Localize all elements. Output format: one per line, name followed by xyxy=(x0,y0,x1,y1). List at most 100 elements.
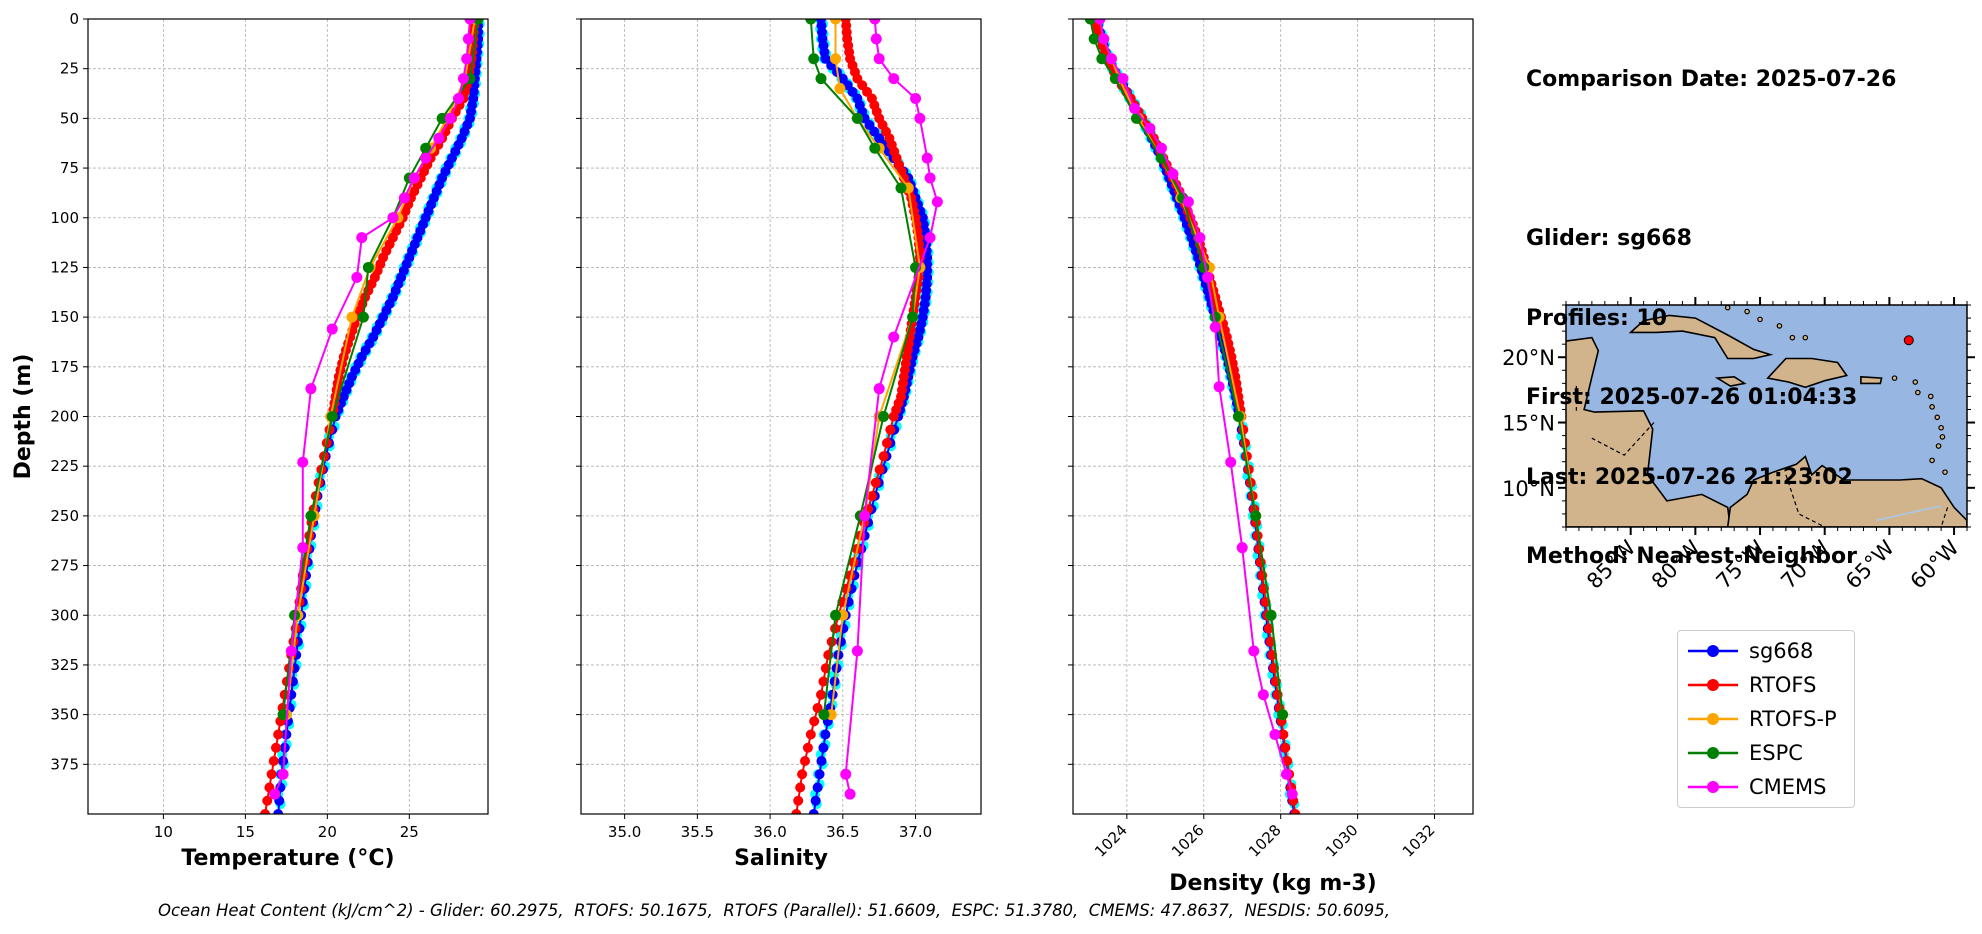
series-point xyxy=(814,769,825,780)
series-point xyxy=(1167,168,1179,180)
series-point xyxy=(795,782,806,793)
series-point xyxy=(433,132,445,144)
series-point xyxy=(931,196,943,208)
series-point xyxy=(888,411,899,422)
y-tick-label: 275 xyxy=(50,557,79,575)
series-point xyxy=(1248,645,1260,657)
series-point xyxy=(464,19,476,25)
land xyxy=(1566,305,1967,527)
series-point xyxy=(851,112,863,124)
x-tick-label: 25 xyxy=(400,823,419,841)
series-point xyxy=(800,756,810,766)
series-point xyxy=(1250,510,1262,522)
series-point xyxy=(1280,742,1291,753)
series-point xyxy=(273,809,284,814)
legend-label: ESPC xyxy=(1749,741,1803,765)
series-point xyxy=(818,709,830,721)
y-tick-label: 175 xyxy=(50,358,79,376)
series-point xyxy=(810,795,821,806)
series-point xyxy=(1232,411,1244,422)
series-point xyxy=(1105,53,1117,65)
series-cmems xyxy=(840,19,943,800)
series-point xyxy=(1282,756,1293,766)
y-axis-label: Depth (m) xyxy=(11,354,36,480)
series-point xyxy=(398,192,410,204)
series-point xyxy=(1202,271,1214,283)
series-point xyxy=(260,809,271,814)
series-point xyxy=(815,73,827,85)
map-lat-label: 20°N xyxy=(1502,346,1555,370)
series-point xyxy=(802,742,813,753)
legend-label: RTOFS xyxy=(1749,673,1817,697)
y-tick-label: 250 xyxy=(50,507,79,525)
series-point xyxy=(1286,788,1298,800)
hispaniola xyxy=(1766,357,1849,389)
series-point xyxy=(420,152,432,164)
series-point xyxy=(357,311,369,323)
series-point xyxy=(808,53,820,65)
x-tick-label: 36.0 xyxy=(753,823,786,841)
legend-item: ESPC xyxy=(1688,739,1848,769)
info-box: Comparison Date: 2025-07-26 Glider: sg66… xyxy=(1526,14,1896,597)
series-point xyxy=(1225,456,1237,468)
map-lat-label: 15°N xyxy=(1502,412,1555,436)
x-tick-label: 1024 xyxy=(1091,821,1131,861)
x-tick-label: 1030 xyxy=(1322,821,1362,861)
legend-swatch xyxy=(1688,781,1738,793)
series-point xyxy=(1182,196,1194,208)
series-point xyxy=(830,609,842,621)
cuba xyxy=(1628,314,1774,360)
series-point xyxy=(1209,321,1221,333)
series-point xyxy=(346,311,358,323)
profile-count: Profiles: 10 xyxy=(1526,305,1668,331)
series-point xyxy=(1084,19,1096,25)
series-line xyxy=(282,19,480,715)
series-point xyxy=(818,742,829,753)
series-point xyxy=(266,769,277,780)
y-tick-label: 350 xyxy=(50,706,79,724)
grid xyxy=(581,18,981,814)
legend-item: sg668 xyxy=(1688,637,1848,667)
series-point xyxy=(1096,53,1108,65)
glider-profile-scatter xyxy=(1089,19,1300,810)
plot-area xyxy=(791,19,943,814)
y-tick-label: 150 xyxy=(50,308,79,326)
y-tick-label: 325 xyxy=(50,656,79,674)
legend-item: RTOFS-P xyxy=(1688,705,1848,735)
series-point xyxy=(269,788,281,800)
island xyxy=(1929,457,1935,464)
series-line xyxy=(844,19,939,795)
series-line xyxy=(285,19,476,715)
series-point xyxy=(461,53,473,65)
series-point xyxy=(830,623,841,634)
legend-swatch xyxy=(1688,713,1738,725)
plot-area xyxy=(260,19,485,814)
series-point xyxy=(387,212,399,224)
series-point xyxy=(262,795,273,806)
series-point xyxy=(870,477,881,488)
island xyxy=(1789,334,1796,341)
series-line xyxy=(1098,19,1294,795)
series-point xyxy=(1088,33,1100,45)
series-point xyxy=(1213,381,1225,393)
map-lat-label: 10°N xyxy=(1502,477,1555,501)
x-tick-label: 35.0 xyxy=(608,823,641,841)
series-point xyxy=(805,729,816,740)
last-time: Last: 2025-07-26 21:23:02 xyxy=(1526,464,1853,490)
series-point xyxy=(878,411,890,422)
y-tick-label: 25 xyxy=(60,60,79,78)
series-point xyxy=(808,809,819,814)
series-point xyxy=(1198,261,1210,273)
x-tick-label: 37.0 xyxy=(899,823,932,841)
map-lon-label: 60°W xyxy=(1906,535,1964,593)
series-point xyxy=(305,510,317,522)
series-point xyxy=(812,782,823,793)
island xyxy=(1939,434,1946,440)
series-point xyxy=(1278,729,1289,740)
island xyxy=(1757,316,1763,323)
legend-swatch xyxy=(1688,747,1738,759)
series-point xyxy=(1236,542,1248,554)
series-point xyxy=(1094,19,1106,25)
series-point xyxy=(462,33,474,45)
series-point xyxy=(816,689,826,700)
